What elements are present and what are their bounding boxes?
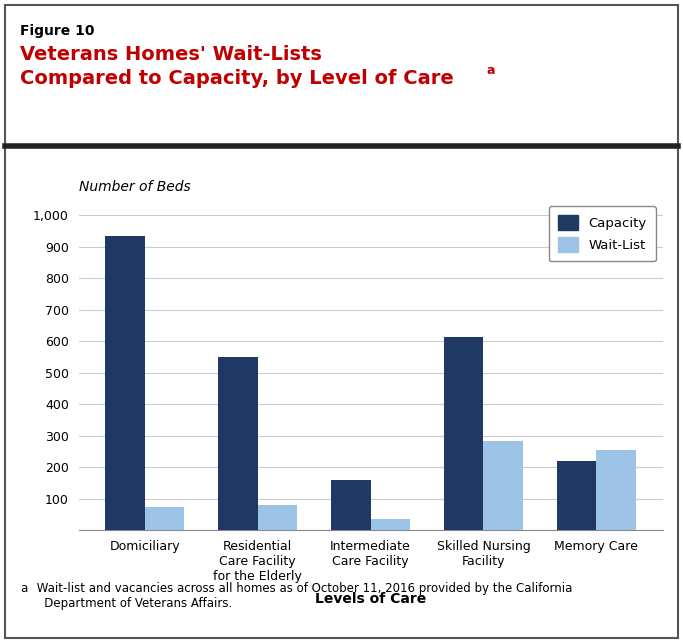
Text: a: a — [486, 64, 494, 77]
Bar — [596, 450, 636, 530]
Text: Figure 10: Figure 10 — [20, 24, 95, 39]
X-axis label: Levels of Care: Levels of Care — [315, 592, 426, 606]
Text: Veterans Homes' Wait-Lists: Veterans Homes' Wait-Lists — [20, 45, 322, 64]
Bar — [331, 480, 371, 530]
Bar — [257, 505, 297, 530]
Bar — [218, 357, 257, 530]
Text: Number of Beds: Number of Beds — [79, 180, 191, 194]
Bar — [145, 507, 184, 530]
Bar — [105, 235, 145, 530]
Text: Wait-list and vacancies across all homes as of October 11, 2016 provided by the : Wait-list and vacancies across all homes… — [33, 582, 572, 610]
Bar — [557, 461, 596, 530]
Text: a: a — [20, 582, 28, 595]
Bar — [371, 520, 410, 530]
Legend: Capacity, Wait-List: Capacity, Wait-List — [549, 206, 656, 262]
Bar — [484, 440, 523, 530]
Bar — [444, 336, 484, 530]
Text: Compared to Capacity, by Level of Care: Compared to Capacity, by Level of Care — [20, 69, 454, 88]
